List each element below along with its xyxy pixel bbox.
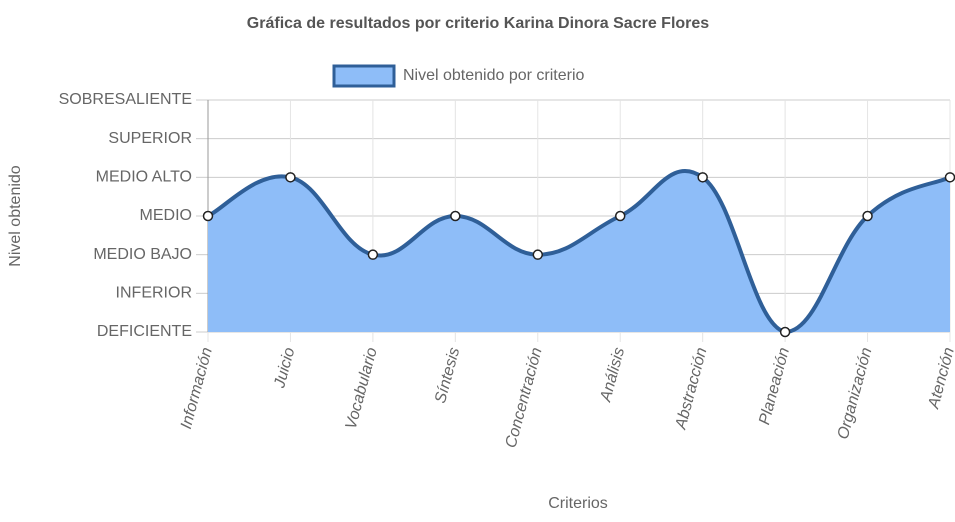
x-axis-title: Criterios	[548, 495, 608, 512]
point	[285, 172, 296, 183]
y-tick-label: INFERIOR	[116, 285, 192, 302]
legend-swatch	[332, 64, 396, 88]
y-axis-title: Nivel obtenido	[7, 165, 24, 267]
point	[450, 210, 461, 222]
x-tick-label: Juicio	[271, 346, 298, 391]
x-tick-label: Información	[178, 346, 216, 431]
x-tick-label: Organización	[835, 346, 876, 442]
y-tick-label: MEDIO	[140, 207, 192, 224]
point	[532, 249, 544, 260]
x-tick-label: Atención	[925, 346, 955, 412]
x-tick-label: Concentración	[503, 346, 546, 450]
point	[614, 210, 626, 222]
x-tick-label: Análisis	[597, 346, 628, 405]
point	[862, 210, 873, 222]
y-tick-label: SUPERIOR	[108, 130, 192, 147]
x-tick-label: Abstracción	[672, 346, 710, 432]
line	[207, 169, 951, 335]
x-tick-label: Vocabulario	[343, 346, 381, 432]
y-tick-label: SOBRESALIENTE	[59, 91, 192, 108]
x-tick-label: Planeación	[756, 346, 793, 427]
point	[367, 249, 379, 260]
chart-title: Gráfica de resultados por criterio Karin…	[247, 15, 709, 32]
point	[697, 172, 708, 183]
y-tick-label: DEFICIENTE	[97, 323, 192, 340]
y-tick-label: MEDIO ALTO	[96, 169, 192, 186]
point	[779, 326, 791, 338]
point	[944, 172, 955, 183]
y-tick-label: MEDIO BAJO	[93, 246, 192, 263]
legend-label: Nivel obtenido por criterio	[403, 67, 585, 84]
x-tick-label: Síntesis	[432, 346, 463, 405]
area-fill	[208, 170, 950, 332]
point	[202, 210, 214, 222]
